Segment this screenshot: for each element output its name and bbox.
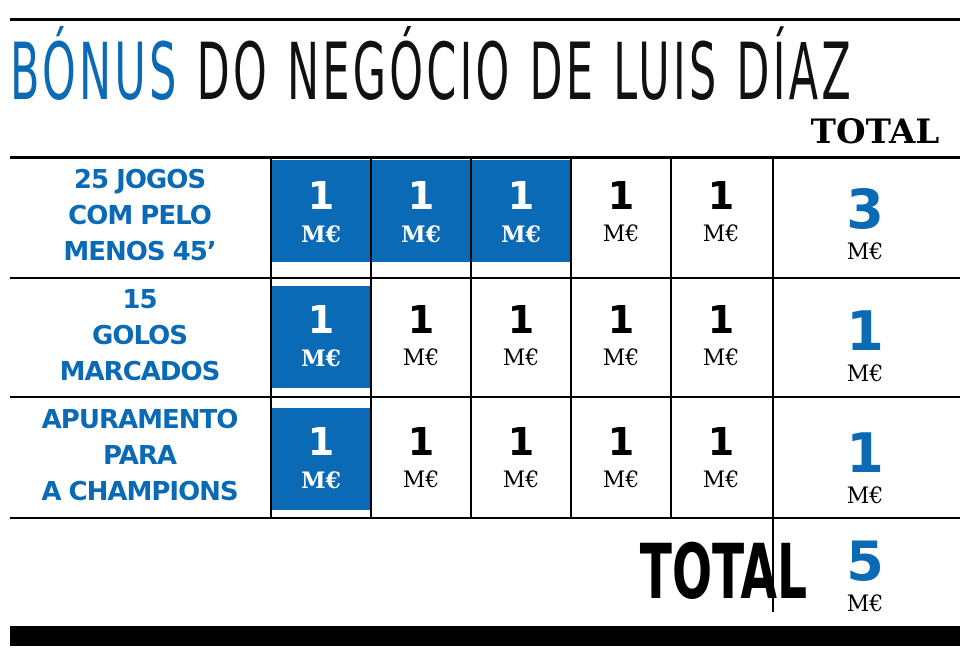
grid-vline-5 (670, 157, 672, 518)
bonus-cell: 1 M€ (702, 298, 740, 371)
bonus-cell: 1 M€ (472, 160, 570, 262)
bonus-cell: 1 M€ (272, 286, 370, 388)
row-label-line: COM PELO (68, 201, 212, 231)
row-label-line: MENOS 45’ (63, 237, 216, 267)
grid-vline-2 (370, 157, 372, 518)
bonus-cell: 1 M€ (372, 160, 470, 262)
title-rest: DO NEGÓCIO DE LUIS DÍAZ (196, 28, 855, 118)
row-label-line: PARA (103, 441, 177, 471)
grid-line-top (10, 156, 960, 159)
grid-vline-6 (772, 157, 774, 612)
page-title: BÓNUS DO NEGÓCIO DE LUIS DÍAZ (10, 28, 851, 118)
row-label-line: 15 (122, 285, 157, 315)
bonus-cell: 1 M€ (402, 420, 440, 493)
bonus-cell: 1 M€ (702, 420, 740, 493)
bonus-cell: 1 M€ (602, 420, 640, 493)
grand-total-label: TOTAL (639, 527, 807, 616)
grid-line-row2 (10, 396, 960, 398)
row-total: 1 M€ (846, 300, 884, 388)
bonus-cell: 1 M€ (602, 298, 640, 371)
bonus-cell: 1 M€ (702, 174, 740, 247)
grid-line-row3 (10, 517, 960, 519)
row-total: 3 M€ (846, 178, 884, 266)
row-label-line: APURAMENTO (41, 405, 239, 435)
bonus-cell: 1 M€ (502, 420, 540, 493)
title-bonus: BÓNUS (10, 28, 180, 118)
bonus-cell: 1 M€ (272, 408, 370, 510)
row-label-line: 25 JOGOS (73, 165, 206, 195)
grid-line-row1 (10, 277, 960, 279)
grid-vline-1 (270, 157, 272, 518)
bonus-cell: 1 M€ (502, 298, 540, 371)
row-label-line: A CHAMPIONS (41, 477, 238, 507)
bonus-cell: 1 M€ (272, 160, 370, 262)
bonus-cell: 1 M€ (602, 174, 640, 247)
row-label-15-golos: 15 GOLOS MARCADOS (12, 282, 267, 390)
grid-vline-4 (570, 157, 572, 518)
bonus-cell: 1 M€ (402, 298, 440, 371)
row-label-25-jogos: 25 JOGOS COM PELO MENOS 45’ (12, 162, 267, 270)
row-label-line: MARCADOS (59, 357, 221, 387)
grid-vline-3 (470, 157, 472, 518)
row-label-apuramento: APURAMENTO PARA A CHAMPIONS (12, 402, 267, 510)
total-column-header: TOTAL (810, 112, 940, 152)
row-label-line: GOLOS (92, 321, 188, 351)
top-rule (10, 18, 960, 21)
grand-total-value: 5 M€ (846, 530, 884, 618)
footer-bar (10, 626, 960, 646)
row-total: 1 M€ (846, 422, 884, 510)
